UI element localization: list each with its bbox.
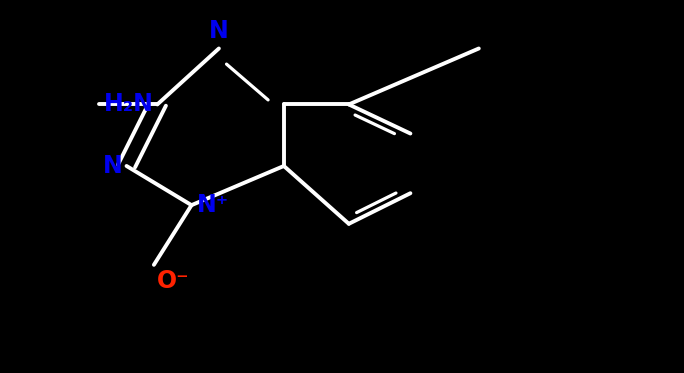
Text: H₂N: H₂N <box>104 93 154 116</box>
Text: N: N <box>103 154 123 178</box>
Text: N: N <box>209 19 228 43</box>
Text: O⁻: O⁻ <box>157 269 190 292</box>
Text: N⁺: N⁺ <box>197 193 229 217</box>
